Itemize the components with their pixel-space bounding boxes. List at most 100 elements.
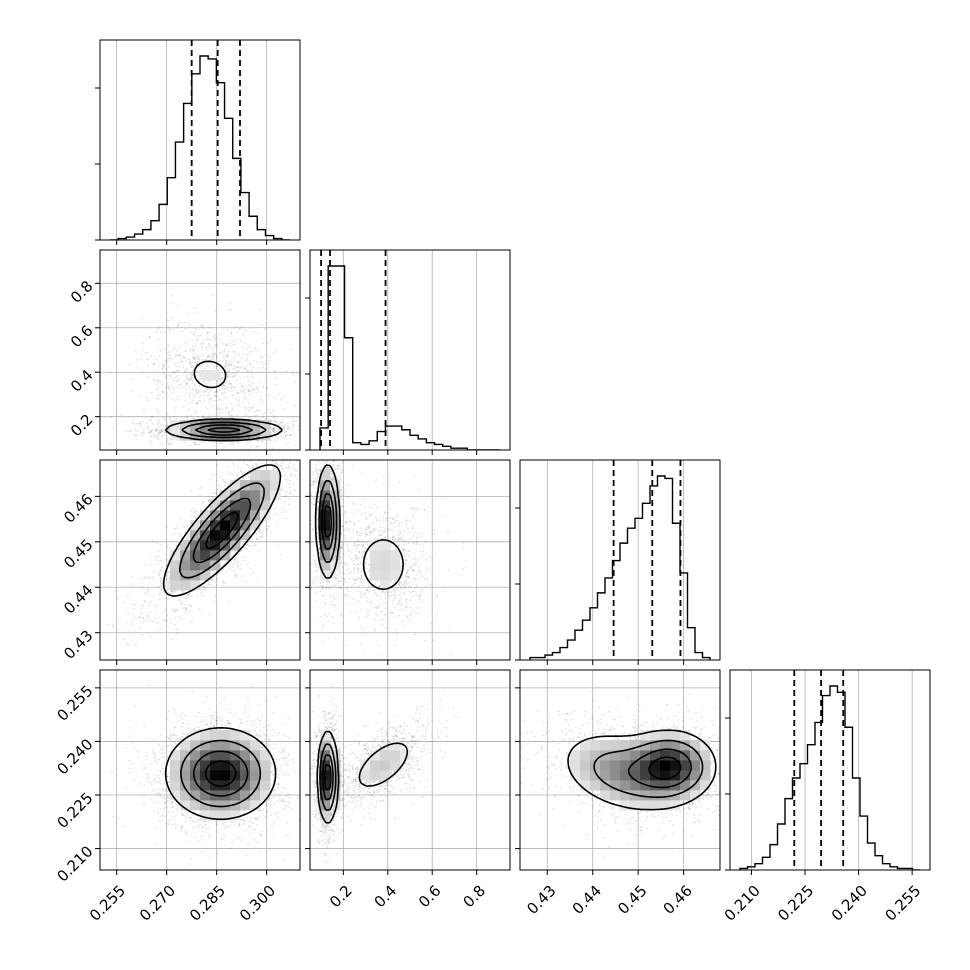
scatter-point [259, 530, 262, 533]
scatter-point [154, 604, 157, 607]
scatter-point [145, 397, 148, 399]
scatter-point [176, 628, 179, 631]
scatter-point [155, 555, 158, 558]
scatter-point [174, 363, 177, 366]
scatter-point [131, 620, 134, 623]
scatter-point [260, 356, 262, 359]
scatter-point [165, 375, 168, 378]
scatter-point [212, 294, 214, 297]
scatter-point [194, 345, 197, 348]
scatter-point [179, 354, 182, 356]
density-cell [190, 540, 201, 551]
scatter-point [167, 574, 169, 577]
scatter-point [173, 407, 176, 409]
scatter-point [274, 420, 277, 423]
scatter-point [214, 344, 217, 347]
scatter-point [283, 431, 286, 434]
scatter-point [227, 329, 230, 332]
scatter-point [160, 428, 163, 431]
density-cell [180, 420, 191, 431]
scatter-point [233, 558, 236, 560]
scatter-point [147, 364, 150, 367]
scatter-point [332, 453, 334, 455]
scatter-point [229, 382, 232, 385]
density-cell [200, 560, 211, 571]
scatter-point [153, 570, 156, 573]
scatter-point [157, 426, 160, 429]
scatter-point [316, 570, 318, 572]
scatter-point [239, 568, 242, 571]
scatter-point [273, 446, 275, 448]
scatter-point [227, 382, 230, 385]
scatter-point [302, 365, 304, 367]
scatter-point [246, 464, 249, 467]
scatter-point [251, 368, 253, 371]
scatter-point [221, 342, 224, 345]
scatter-point [169, 388, 172, 391]
scatter-point [135, 645, 137, 647]
scatter-point [141, 342, 144, 344]
scatter-point [159, 424, 162, 427]
scatter-point [247, 375, 249, 378]
density-cell [180, 550, 191, 561]
scatter-point [206, 348, 209, 351]
scatter-point [165, 425, 168, 428]
scatter-point [247, 390, 250, 393]
scatter-point [252, 366, 254, 368]
scatter-point [231, 395, 234, 397]
scatter-point [285, 490, 288, 493]
scatter-point [247, 402, 250, 405]
scatter-point [200, 486, 203, 489]
scatter-point [339, 580, 342, 583]
scatter-point [227, 371, 230, 374]
scatter-point [222, 392, 224, 394]
scatter-point [210, 405, 213, 408]
scatter-point [222, 478, 225, 481]
scatter-point [250, 371, 253, 374]
scatter-point [293, 489, 295, 491]
scatter-point [283, 429, 285, 432]
scatter-point [276, 524, 278, 527]
scatter-point [189, 377, 192, 379]
histogram-clip [110, 40, 290, 240]
scatter-point [157, 604, 160, 607]
scatter-point [197, 442, 200, 445]
scatter-point [237, 400, 240, 403]
scatter-point [150, 354, 152, 357]
histogram-panel-p3 [725, 669, 931, 875]
scatter-point [259, 451, 261, 453]
scatter-point [169, 354, 171, 356]
scatter-point [283, 457, 285, 459]
scatter-point [158, 326, 161, 329]
scatter-point [230, 562, 233, 564]
scatter-point [158, 594, 161, 596]
scatter-point [196, 374, 199, 376]
scatter-point [239, 377, 242, 379]
scatter-point [265, 528, 268, 531]
scatter-point [291, 372, 294, 375]
scatter-point [164, 596, 167, 599]
scatter-point [252, 467, 255, 469]
scatter-point [276, 463, 279, 466]
scatter-point [214, 337, 217, 340]
scatter-point [288, 429, 291, 431]
histogram-panel-p2 [515, 459, 721, 665]
scatter-point [279, 464, 282, 467]
scatter-point [208, 613, 211, 615]
scatter-point [214, 340, 217, 342]
scatter-point [279, 553, 282, 556]
scatter-point [199, 440, 202, 443]
density-cell [200, 550, 211, 561]
scatter-point [224, 387, 227, 389]
scatter-point [151, 391, 153, 394]
scatter-point [196, 443, 199, 446]
scatter-point [156, 428, 159, 430]
scatter-point [206, 331, 209, 334]
scatter-point [230, 331, 233, 334]
scatter-point [147, 602, 150, 605]
scatter-point [316, 519, 319, 522]
scatter-point [268, 525, 271, 528]
grid-lines [751, 670, 913, 870]
scatter-point [219, 398, 221, 400]
